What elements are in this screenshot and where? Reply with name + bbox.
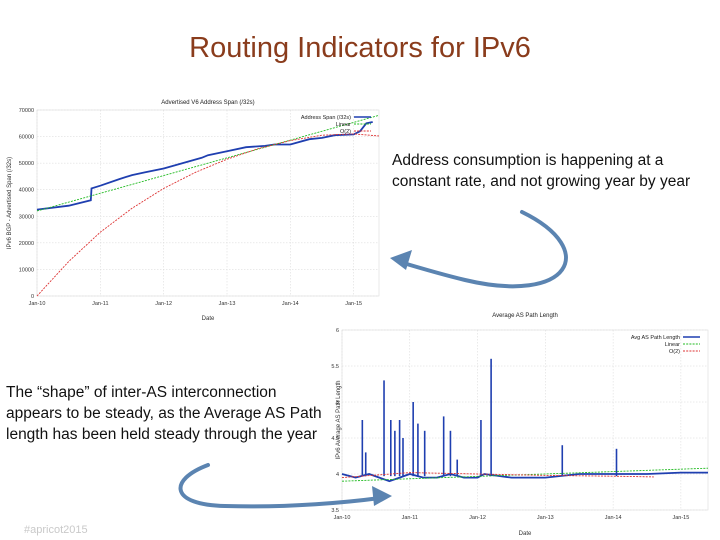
y-tick-label: 6 <box>336 328 339 334</box>
chart2-y-ticks: 3.5 4 4.5 5 5.5 6 <box>331 328 339 514</box>
chart1-xlabel: Date <box>202 316 215 322</box>
series-line-linear <box>36 114 380 212</box>
y-tick-label: 10000 <box>19 267 34 273</box>
series-line-quadratic <box>341 472 654 479</box>
note-as-path-shape: The “shape” of inter-AS interconnection … <box>6 384 322 443</box>
x-tick-label: Jan-14 <box>605 515 622 521</box>
x-tick-label: Jan-11 <box>92 301 108 307</box>
y-tick-label: 30000 <box>19 214 34 220</box>
chart1-x-ticks: Jan-10 Jan-11 Jan-12 Jan-13 Jan-14 Jan-15 <box>29 301 362 307</box>
y-tick-label: 4.5 <box>331 436 339 442</box>
y-tick-label: 5 <box>336 400 339 406</box>
series-line-quadratic <box>36 133 380 297</box>
chart2-x-ticks: Jan-10 Jan-11 Jan-12 Jan-13 Jan-14 Jan-15 <box>334 515 690 521</box>
chart-as-path-length: Average AS Path Length 3.5 4 4.5 5 5.5 6 Jan-… <box>331 313 709 537</box>
legend-entry-label: Linear <box>336 122 351 128</box>
y-tick-label: 40000 <box>19 188 34 194</box>
slide-title: Routing Indicators for IPv6 <box>189 32 531 64</box>
chart2-ylabel: IPv6 Average AS Path Length <box>336 381 342 460</box>
legend-entry-label: Avg AS Path Length <box>631 335 680 341</box>
footer-hashtag: #apricot2015 <box>24 524 88 536</box>
x-tick-label: Jan-15 <box>672 515 689 521</box>
x-tick-label: Jan-13 <box>537 515 554 521</box>
y-tick-label: 20000 <box>19 241 34 247</box>
legend-entry-label: O(2) <box>669 349 680 355</box>
chart-address-span: Advertised V6 Address Span (/32s) 0 10000… <box>7 100 380 322</box>
chart1-ylabel: IPv6 BGP - Advertised Span (/32s) <box>7 157 13 249</box>
y-tick-label: 60000 <box>19 135 34 141</box>
y-tick-label: 5.5 <box>331 364 339 370</box>
chart1-plot-area <box>36 109 380 297</box>
series-line-main <box>36 121 373 211</box>
arrowhead-icon <box>390 250 412 270</box>
x-tick-label: Jan-12 <box>469 515 486 521</box>
chart1-y-ticks: 0 10000 20000 30000 40000 50000 60000 70000 <box>19 108 34 300</box>
arrowhead-icon <box>372 486 392 506</box>
x-tick-label: Jan-15 <box>345 301 362 307</box>
legend-entry-label: Address Span (/32s) <box>301 115 351 121</box>
chart2-title: Average AS Path Length <box>492 313 558 319</box>
note-address-consumption: Address consumption is happening at a co… <box>392 152 691 190</box>
curved-arrow-icon <box>178 463 382 509</box>
x-tick-label: Jan-11 <box>402 515 418 521</box>
legend-entry-label: O(2) <box>340 129 351 135</box>
chart2-series <box>341 358 709 483</box>
x-tick-label: Jan-12 <box>155 301 172 307</box>
legend-entry-label: Linear <box>665 342 680 348</box>
x-tick-label: Jan-13 <box>219 301 236 307</box>
curved-arrow-icon <box>398 210 568 289</box>
chart2-xlabel: Date <box>519 531 532 537</box>
y-tick-label: 3.5 <box>331 508 339 514</box>
chart2-plot-area <box>341 329 709 511</box>
y-tick-label: 70000 <box>19 108 34 114</box>
y-tick-label: 50000 <box>19 161 34 167</box>
chart1-title: Advertised V6 Address Span (/32s) <box>161 100 254 106</box>
x-tick-label: Jan-14 <box>282 301 299 307</box>
y-tick-label: 0 <box>31 294 34 300</box>
y-tick-label: 4 <box>336 472 339 478</box>
x-tick-label: Jan-10 <box>334 515 351 521</box>
x-tick-label: Jan-10 <box>29 301 46 307</box>
chart1-series <box>36 114 380 297</box>
